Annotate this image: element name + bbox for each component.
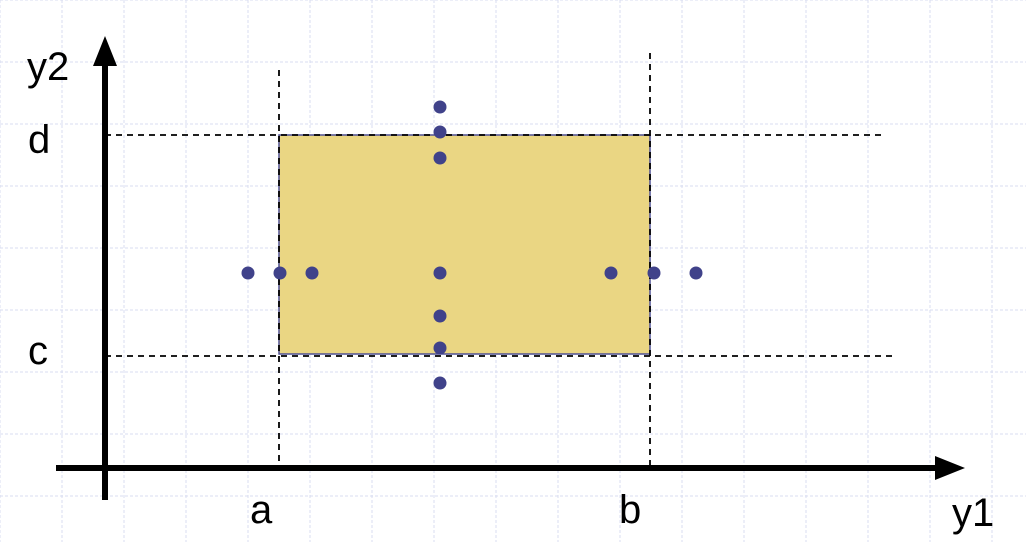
- axes: [56, 62, 940, 500]
- sample-point: [241, 266, 255, 280]
- sample-point: [433, 100, 447, 114]
- sample-point: [433, 125, 447, 139]
- x-axis-label: y1: [952, 491, 994, 535]
- sample-point: [647, 266, 661, 280]
- sample-point: [433, 151, 447, 165]
- sample-point: [689, 266, 703, 280]
- y-axis-arrow-icon: [93, 36, 117, 66]
- feasible-region: [278, 134, 651, 355]
- sample-points: [241, 100, 703, 390]
- x-axis-arrow-icon: [935, 456, 965, 480]
- sample-point: [433, 309, 447, 323]
- tick-label-c: c: [28, 329, 48, 373]
- sample-point: [433, 341, 447, 355]
- y-axis-label: y2: [27, 45, 69, 89]
- sample-point: [433, 266, 447, 280]
- sample-point: [433, 376, 447, 390]
- tick-label-b: b: [619, 488, 641, 532]
- sample-point: [305, 266, 319, 280]
- sample-point: [604, 266, 618, 280]
- sample-point: [273, 266, 287, 280]
- tick-label-d: d: [28, 118, 50, 162]
- tick-label-a: a: [250, 488, 273, 532]
